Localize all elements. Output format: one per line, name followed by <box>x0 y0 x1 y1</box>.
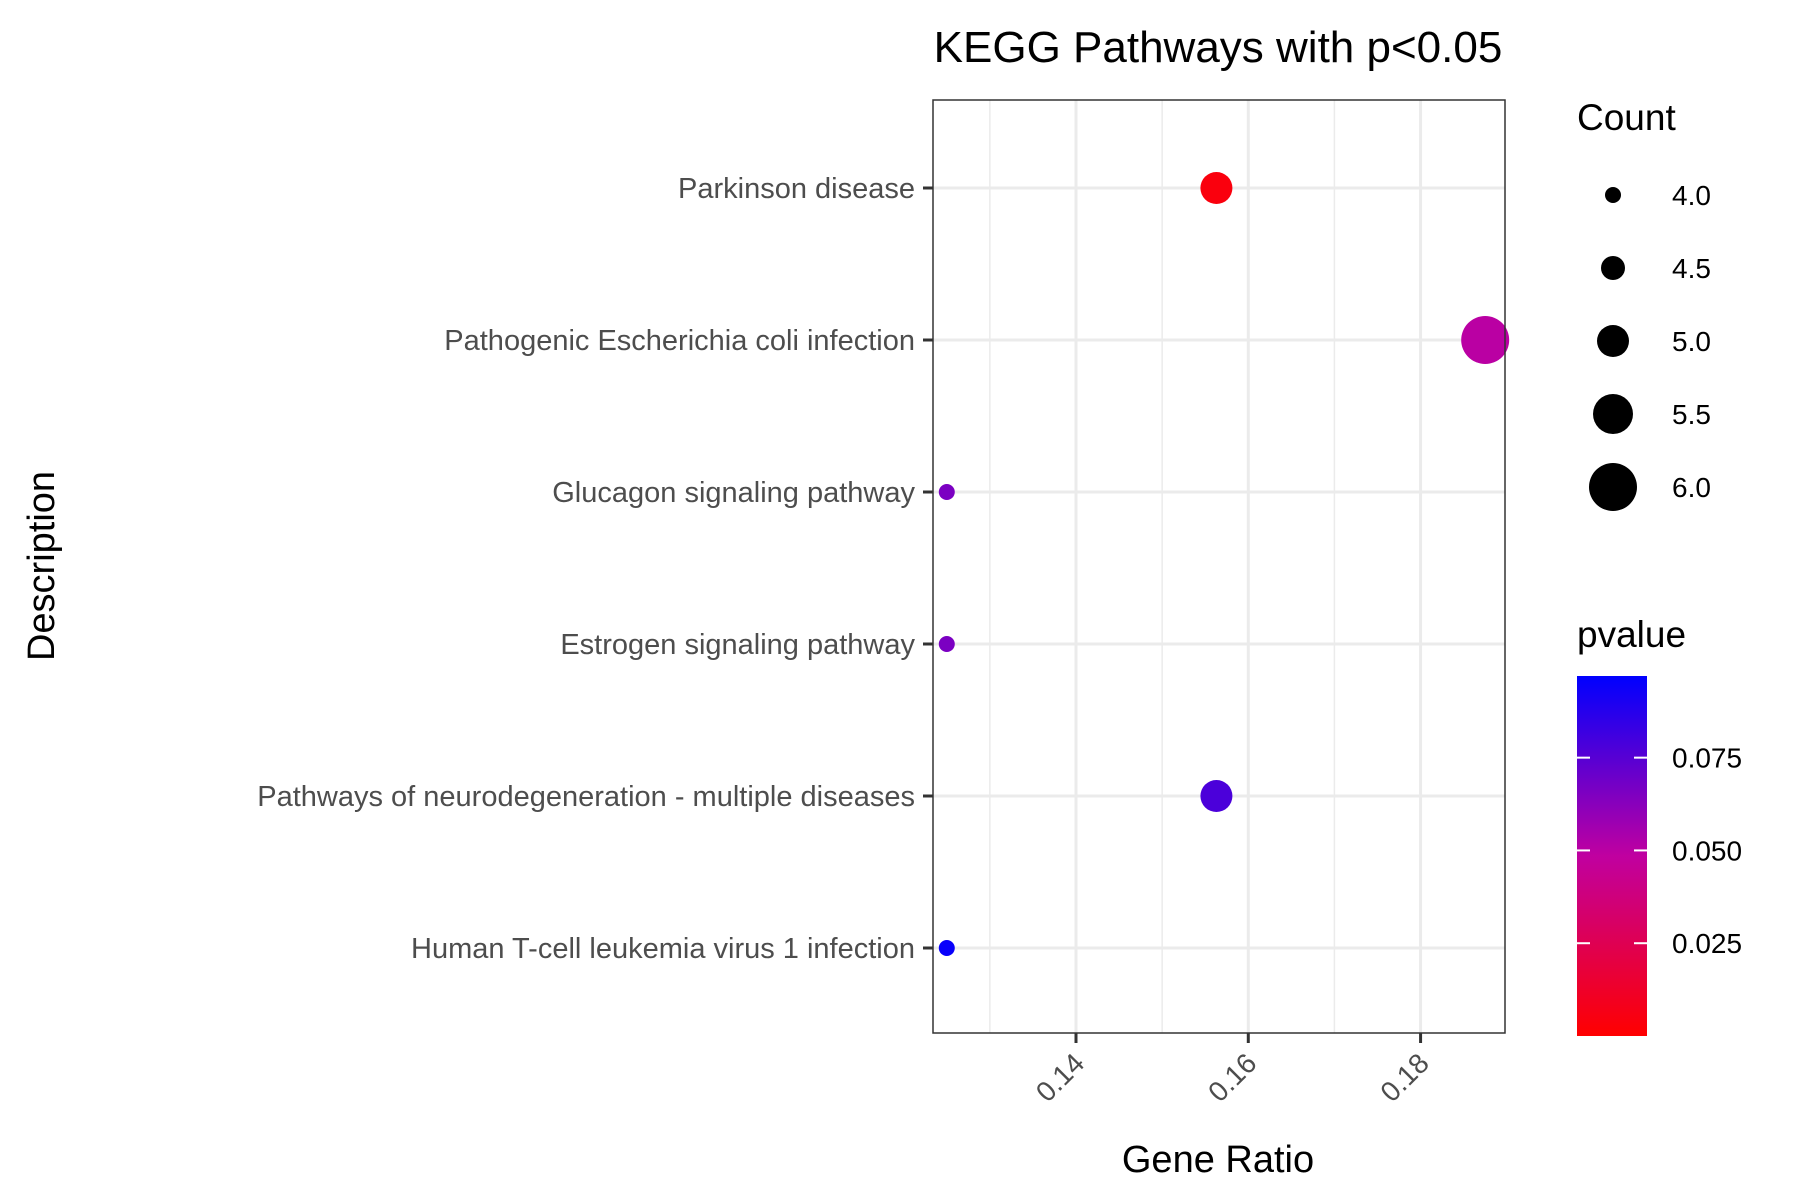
x-axis-title: Gene Ratio <box>1122 1139 1314 1181</box>
size-legend-label: 4.5 <box>1672 253 1711 284</box>
y-tick-label: Estrogen signaling pathway <box>560 629 915 661</box>
x-axis: 0.14 0.16 0.18 <box>1030 1033 1435 1108</box>
size-legend: Count 4.0 4.5 5.0 5.5 6.0 <box>1577 97 1711 511</box>
data-point <box>1200 172 1233 204</box>
plot-panel <box>933 100 1505 1033</box>
y-tick-label: Human T-cell leukemia virus 1 infection <box>411 933 915 965</box>
y-axis: Parkinson disease Pathogenic Escherichia … <box>257 173 933 965</box>
x-tick-label: 0.14 <box>1030 1047 1090 1107</box>
data-points <box>938 172 1510 956</box>
size-legend-key <box>1593 394 1633 434</box>
x-tick-label: 0.16 <box>1202 1047 1262 1107</box>
size-legend-label: 5.5 <box>1672 399 1711 430</box>
data-point <box>938 940 955 956</box>
colorbar-label: 0.025 <box>1672 928 1742 959</box>
y-tick-label: Pathogenic Escherichia coli infection <box>444 325 915 357</box>
data-point <box>938 484 955 500</box>
size-legend-label: 4.0 <box>1672 180 1711 211</box>
size-legend-label: 6.0 <box>1672 472 1711 503</box>
x-tick-label: 0.18 <box>1374 1047 1434 1107</box>
grid-minor <box>989 100 1336 1033</box>
data-point <box>1461 316 1510 364</box>
pvalue-colorbar <box>1577 676 1647 1036</box>
size-legend-label: 5.0 <box>1672 326 1711 357</box>
size-legend-key <box>1589 463 1637 511</box>
colorbar-label: 0.050 <box>1672 835 1742 866</box>
size-legend-key <box>1605 187 1621 203</box>
data-point <box>938 636 955 652</box>
size-legend-key <box>1601 256 1625 280</box>
y-tick-label: Pathways of neurodegeneration - multiple… <box>257 781 915 813</box>
chart-title: KEGG Pathways with p<0.05 <box>934 23 1503 72</box>
color-legend-title: pvalue <box>1577 614 1686 655</box>
plot-border <box>932 99 1506 1034</box>
y-axis-title: Description <box>21 471 63 661</box>
size-legend-title: Count <box>1577 97 1676 138</box>
data-point <box>1200 780 1233 812</box>
colorbar-label: 0.075 <box>1672 743 1742 774</box>
size-legend-key <box>1597 325 1629 357</box>
color-legend: pvalue 0.075 0.050 0.025 <box>1577 614 1742 1036</box>
y-tick-label: Parkinson disease <box>678 173 915 205</box>
y-tick-label: Glucagon signaling pathway <box>552 477 915 509</box>
